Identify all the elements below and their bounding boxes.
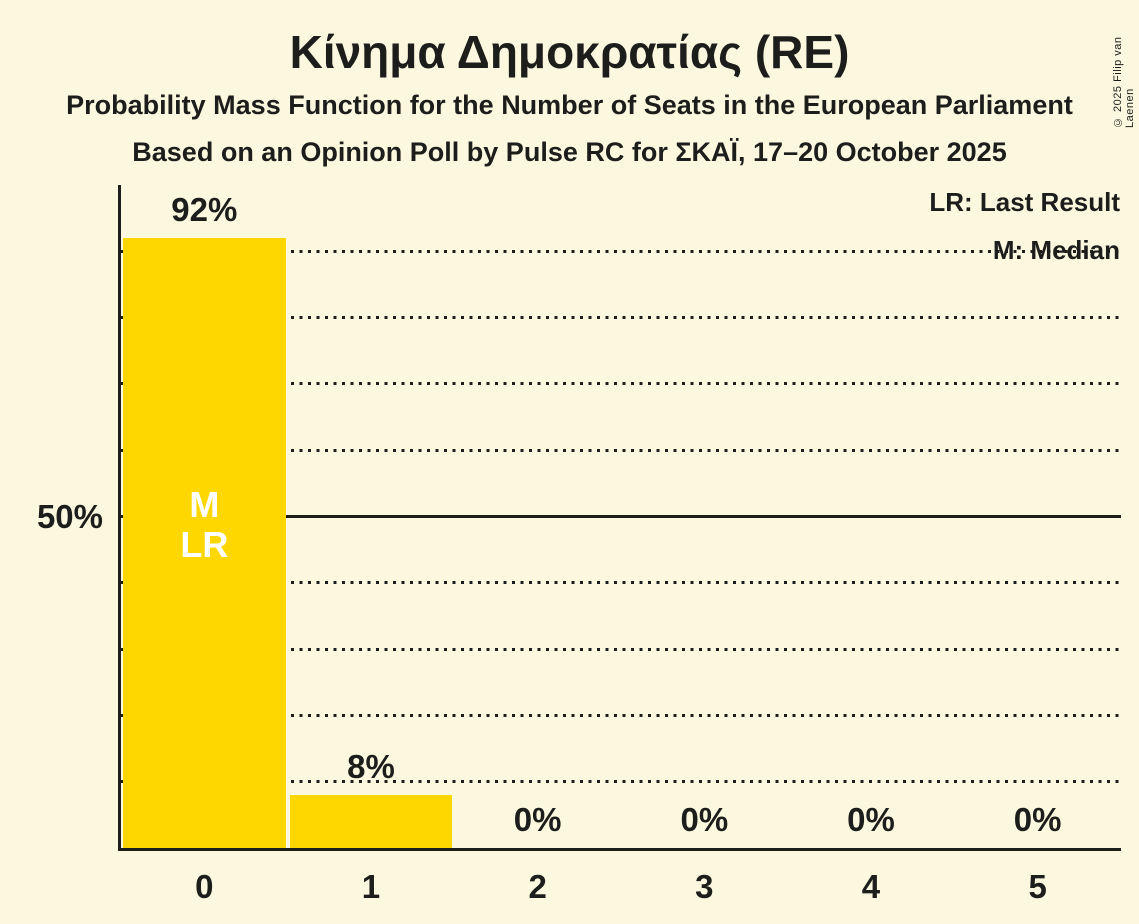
x-tick-label-0: 0 — [195, 868, 214, 905]
annotation-line-m: M — [189, 483, 220, 525]
bar-value-label-0-seats: 92% — [171, 191, 238, 229]
x-axis-tick-row: 0 1 2 3 4 5 — [121, 866, 1121, 908]
y-axis-tick-label: 50% — [36, 498, 103, 535]
gridline-40pct-dotted — [121, 581, 1121, 585]
legend-last-result-label: LR: Last Result — [929, 187, 1120, 217]
x-tick-label-5: 5 — [1028, 868, 1047, 905]
x-tick-label-1: 1 — [361, 868, 381, 905]
bar-value-label-2-seats: 0% — [513, 801, 562, 838]
legend: LR: Last Result M: Median — [929, 178, 1120, 274]
bar-1-seats — [289, 794, 453, 848]
gridline-90pct-dotted — [121, 249, 1121, 253]
chart-title: Κίνημα Δημοκρατίας (RE) — [289, 26, 850, 78]
gridline-70pct-dotted — [121, 382, 1121, 386]
bar-value-label-4-seats: 0% — [847, 801, 895, 838]
bar-value-label-3-seats: 0% — [680, 801, 729, 838]
gridline-30pct-dotted — [121, 647, 1121, 651]
plot-area: 92% 8% 0% 0% 0% 0% M LR — [118, 185, 1121, 851]
gridline-20pct-dotted — [121, 713, 1121, 717]
annotation-line-lr: LR — [180, 523, 229, 565]
gridline-60pct-dotted — [121, 448, 1121, 452]
x-tick-label-2: 2 — [528, 868, 547, 905]
chart-source-subtitle: Based on an Opinion Poll by Pulse RC for… — [132, 137, 1007, 167]
legend-median-label: M: Median — [992, 235, 1120, 265]
x-tick-label-4: 4 — [861, 868, 881, 905]
gridline-80pct-dotted — [121, 316, 1121, 320]
chart-subtitle: Probability Mass Function for the Number… — [66, 90, 1073, 120]
gridline-50pct-solid — [121, 515, 1121, 518]
bar-value-label-5-seats: 0% — [1013, 801, 1062, 838]
gridline-10pct-dotted — [121, 780, 1121, 784]
bar-value-label-1-seats: 8% — [347, 747, 395, 785]
x-tick-label-3: 3 — [695, 868, 714, 905]
bar-0-seats — [123, 238, 286, 848]
median-last-result-annotation: M LR — [121, 483, 288, 565]
